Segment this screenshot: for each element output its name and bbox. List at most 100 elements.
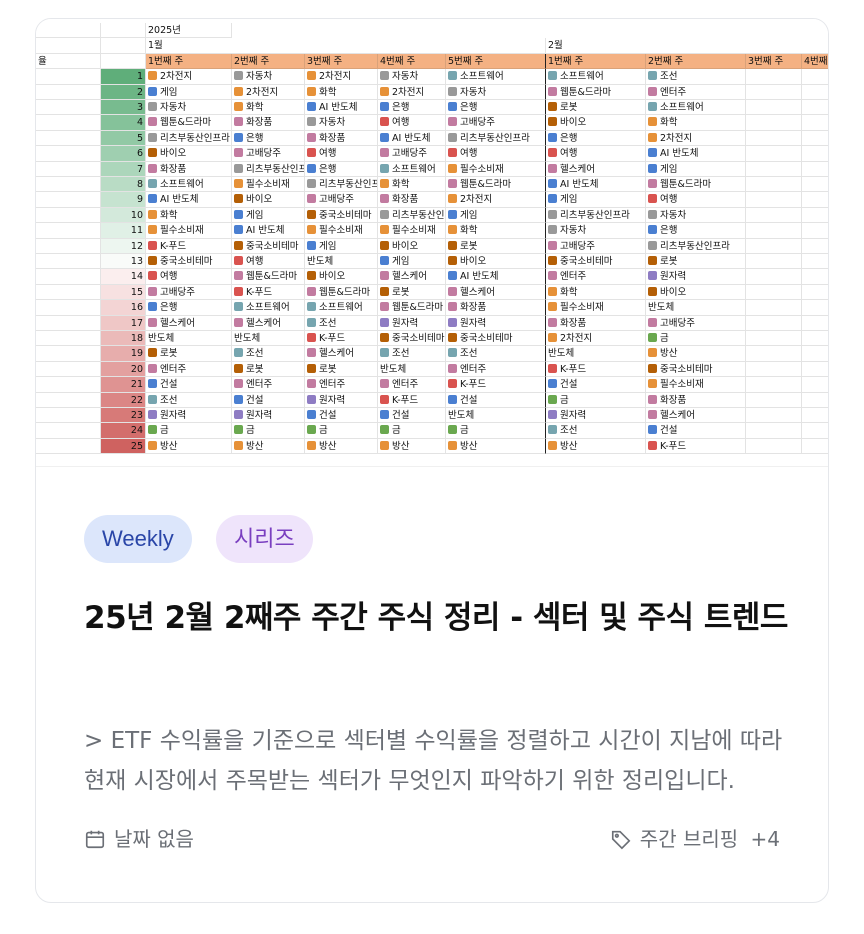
sheet-cell (802, 439, 828, 455)
sector-cell: 고배당주 (305, 192, 378, 208)
sector-cell: 은행 (546, 130, 646, 147)
sector-name: 자동차 (660, 209, 687, 221)
sector-name: 헬스케어 (160, 317, 195, 329)
sector-icon (648, 86, 657, 96)
sector-icon (234, 86, 243, 96)
sector-cell: 자동차 (378, 69, 446, 85)
sector-icon (234, 148, 243, 158)
sector-cell: 조선 (378, 346, 446, 362)
post-category[interactable]: 주간 브리핑 (639, 827, 739, 851)
sector-name: 여행 (660, 194, 678, 206)
sheet-cell (746, 269, 802, 285)
sector-cell: 엔터주 (146, 361, 232, 378)
sector-name: AI 반도체 (160, 194, 199, 206)
week-header: 3번째 주 (746, 53, 802, 70)
sheet-cell (802, 146, 828, 162)
sector-cell: 반도체 (378, 361, 446, 378)
sheet-row: 7 화장품 리츠부동산인프라 은행 소프트웨어 필수소비재 헬스케어 게임 (36, 161, 828, 177)
sheet-row: 5 리츠부동산인프라 은행 화장품 AI 반도체 리츠부동산인프라 은행 2차전지 (36, 130, 828, 147)
post-title[interactable]: 25년 2월 2째주 주간 주식 정리 - 섹터 및 주식 트렌드 (84, 600, 788, 636)
sector-icon (648, 179, 657, 188)
sector-name: 헬스케어 (660, 410, 695, 421)
sheet-cell (802, 85, 828, 100)
sheet-cell (746, 408, 802, 424)
sheet-cell (802, 254, 828, 270)
rank-number: 21 (101, 377, 146, 393)
sector-name: 웹툰&드라마 (660, 179, 712, 190)
sector-icon (380, 333, 389, 342)
sector-name: 금 (246, 425, 255, 437)
post-tags[interactable]: 주간 브리핑 +4 (610, 825, 780, 853)
sector-name: 화장품 (392, 194, 419, 206)
sector-icon (448, 86, 457, 96)
sheet-cell (36, 346, 101, 362)
sector-cell: 원자력 (546, 408, 646, 424)
sector-name: 고배당주 (392, 148, 427, 160)
sector-cell: 금 (446, 423, 546, 439)
sector-name: 바이오 (560, 117, 587, 129)
post-excerpt: > ETF 수익률을 기준으로 섹터별 수익률을 정렬하고 시간이 지남에 따라… (84, 728, 783, 794)
sector-cell: 조선 (646, 69, 746, 85)
tag-weekly[interactable]: Weekly (84, 515, 192, 563)
sector-name: 리츠부동산인프라 (160, 132, 230, 144)
sector-name: 고배당주 (660, 317, 695, 329)
tag-series[interactable]: 시리즈 (216, 515, 313, 563)
rank-number: 3 (101, 100, 146, 116)
sector-cell: 웹툰&드라마 (378, 300, 446, 316)
sector-name: 헬스케어 (319, 348, 354, 360)
sheet-row: 20 엔터주 로봇 로봇 반도체 엔터주 K-푸드 중국소비테마 (36, 361, 828, 378)
sector-cell: 조선 (146, 392, 232, 408)
sector-cell: 2차전지 (378, 84, 446, 100)
sheet-row: 24 금 금 금 금 금 조선 건설 (36, 423, 828, 439)
sector-name: 중국소비테마 (660, 363, 713, 375)
sector-cell: K-푸드 (446, 377, 546, 393)
post-card[interactable]: 2025년 1월 2월 율 1번째 주 2번째 주 3번째 주 4번째 주 5번째 주 1번째 주… (35, 18, 829, 903)
sector-icon (548, 394, 557, 404)
sector-cell: 고배당주 (232, 146, 305, 162)
sector-cell: 화학 (646, 115, 746, 131)
sector-cell: 화학 (378, 177, 446, 193)
sector-cell: 조선 (546, 423, 646, 439)
sheet-cell (746, 84, 802, 100)
sector-cell: 여행 (446, 146, 546, 162)
sector-icon (548, 194, 557, 204)
sector-name: 조선 (392, 348, 410, 360)
sector-cell: 화학 (232, 100, 305, 116)
sheet-cell (36, 192, 101, 208)
post-date: 날짜 없음 (84, 825, 194, 853)
week-header: 2번째 주 (646, 53, 746, 70)
sector-icon (148, 179, 157, 188)
sector-name: 조선 (160, 394, 178, 406)
rank-number: 23 (101, 408, 146, 424)
sector-icon (380, 163, 389, 173)
sector-name: 조선 (660, 71, 678, 83)
sheet-cell (802, 408, 828, 424)
sector-icon (148, 256, 157, 265)
sector-name: 소프트웨어 (560, 71, 604, 83)
sector-name: 엔터주 (660, 86, 687, 98)
sector-cell: 여행 (232, 254, 305, 270)
sector-cell: 리츠부동산인프라 (305, 177, 378, 193)
sheet-cell (746, 69, 802, 85)
sheet-cell (36, 69, 101, 85)
sector-icon (234, 348, 243, 358)
more-tags-count[interactable]: +4 (750, 827, 780, 851)
rank-number: 18 (101, 331, 146, 347)
sector-name: K-푸드 (392, 394, 419, 406)
sector-icon (380, 302, 389, 312)
sector-name: 소프트웨어 (460, 71, 504, 83)
sheet-cell (802, 300, 828, 316)
sector-icon (148, 363, 157, 373)
sector-icon (307, 440, 316, 450)
sector-name: 중국소비테마 (392, 333, 445, 344)
sheet-cell (746, 315, 802, 331)
sector-icon (448, 348, 457, 358)
sector-name: 소프트웨어 (660, 102, 704, 113)
sector-name: 필수소비재 (319, 225, 363, 237)
post-thumbnail[interactable]: 2025년 1월 2월 율 1번째 주 2번째 주 3번째 주 4번째 주 5번째 주 1번째 주… (36, 19, 828, 467)
sector-cell: 원자력 (646, 269, 746, 285)
sector-cell: 2차전지 (232, 84, 305, 100)
sector-icon (380, 132, 389, 142)
sector-cell: 반도체 (646, 300, 746, 316)
sector-cell: 은행 (146, 300, 232, 316)
